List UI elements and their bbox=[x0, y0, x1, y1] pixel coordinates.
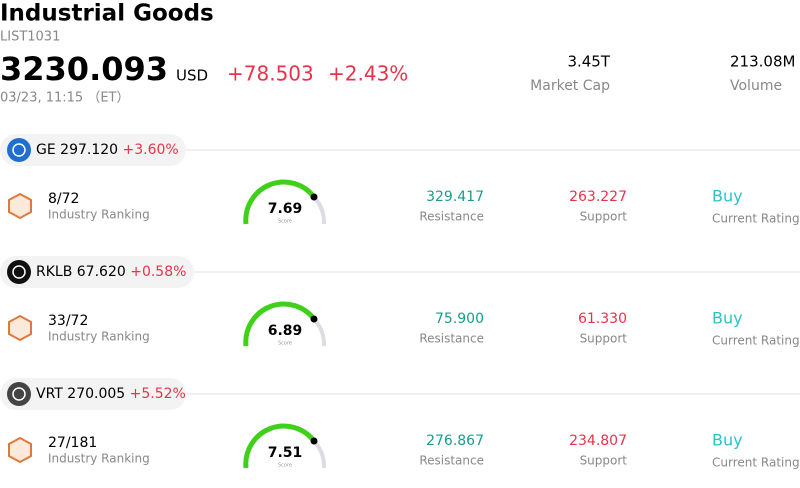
ticker-price: 297.120 bbox=[60, 142, 118, 158]
rating: Buy bbox=[712, 431, 743, 450]
gauge-dot bbox=[310, 315, 318, 323]
gauge-track bbox=[312, 195, 327, 225]
ticker-line: RKLB 67.620 +0.58% bbox=[36, 264, 186, 280]
rating-label: Current Rating bbox=[712, 456, 800, 470]
time: 03/23, 11:15 （ET） bbox=[0, 91, 129, 106]
gauge-arc bbox=[243, 301, 316, 347]
ranking: 27/181 bbox=[48, 435, 97, 451]
score-label: Score bbox=[278, 341, 292, 347]
gauge-track bbox=[312, 317, 327, 347]
ticker-change: +5.52% bbox=[130, 386, 186, 402]
ranking-icon bbox=[8, 314, 32, 342]
gauge-arc bbox=[243, 179, 316, 225]
score-label: Score bbox=[278, 219, 292, 225]
support: 263.227 bbox=[569, 189, 627, 205]
ranking: 33/72 bbox=[48, 313, 88, 329]
support: 234.807 bbox=[569, 433, 627, 449]
ticker-icon-inner bbox=[12, 387, 26, 401]
title: Industrial Goods bbox=[0, 1, 214, 27]
price: 3230.093 bbox=[0, 50, 168, 88]
rating: Buy bbox=[712, 187, 743, 206]
ticker-icon bbox=[7, 382, 31, 406]
score: 7.69 bbox=[268, 201, 303, 217]
resistance-label: Resistance bbox=[419, 332, 484, 346]
ticker: RKLB bbox=[36, 264, 72, 280]
gauge-track bbox=[312, 439, 327, 469]
gauge-arc bbox=[243, 423, 316, 469]
rating-label: Current Rating bbox=[712, 212, 800, 226]
score: 7.51 bbox=[268, 445, 303, 461]
score: 6.89 bbox=[268, 323, 303, 339]
ticker-line: GE 297.120 +3.60% bbox=[36, 142, 179, 158]
ticker: GE bbox=[36, 142, 56, 158]
score-label: Score bbox=[278, 463, 292, 469]
ticker-pill bbox=[0, 378, 186, 410]
resistance: 75.900 bbox=[435, 311, 484, 327]
support-label: Support bbox=[580, 332, 628, 346]
support-label: Support bbox=[580, 210, 628, 224]
ticker-pill bbox=[0, 134, 186, 166]
ranking-label: Industry Ranking bbox=[48, 208, 150, 222]
ticker-icon bbox=[7, 260, 31, 284]
support: 61.330 bbox=[578, 311, 627, 327]
change: +78.503 bbox=[227, 62, 314, 86]
ticker-change: +0.58% bbox=[130, 264, 186, 280]
resistance: 276.867 bbox=[426, 433, 484, 449]
ticker: VRT bbox=[36, 386, 63, 402]
volume: 213.08M bbox=[730, 53, 795, 71]
change-pct: +2.43% bbox=[328, 62, 408, 86]
resistance: 329.417 bbox=[426, 189, 484, 205]
resistance-label: Resistance bbox=[419, 454, 484, 468]
ticker-change: +3.60% bbox=[123, 142, 179, 158]
ticker-price: 270.005 bbox=[67, 386, 125, 402]
ticker-icon bbox=[7, 138, 31, 162]
market-cap: 3.45T bbox=[567, 53, 610, 71]
gauge-dot bbox=[310, 193, 318, 201]
support-label: Support bbox=[580, 454, 628, 468]
currency: USD bbox=[176, 67, 208, 85]
ticker-line: VRT 270.005 +5.52% bbox=[36, 386, 186, 402]
gauge-dot bbox=[310, 437, 318, 445]
ranking-label: Industry Ranking bbox=[48, 452, 150, 466]
ranking-icon bbox=[8, 192, 32, 220]
rating-label: Current Rating bbox=[712, 334, 800, 348]
rating: Buy bbox=[712, 309, 743, 328]
ranking-icon bbox=[8, 436, 32, 464]
volume-label: Volume bbox=[730, 78, 782, 94]
ranking: 8/72 bbox=[48, 191, 79, 207]
resistance-label: Resistance bbox=[419, 210, 484, 224]
ranking-label: Industry Ranking bbox=[48, 330, 150, 344]
ticker-icon-inner bbox=[12, 143, 26, 157]
market-cap-label: Market Cap bbox=[530, 78, 610, 94]
ticker-price: 67.620 bbox=[77, 264, 126, 280]
ticker-pill bbox=[0, 256, 194, 288]
ticker-icon-inner bbox=[12, 265, 26, 279]
code: LIST1031 bbox=[0, 30, 60, 45]
